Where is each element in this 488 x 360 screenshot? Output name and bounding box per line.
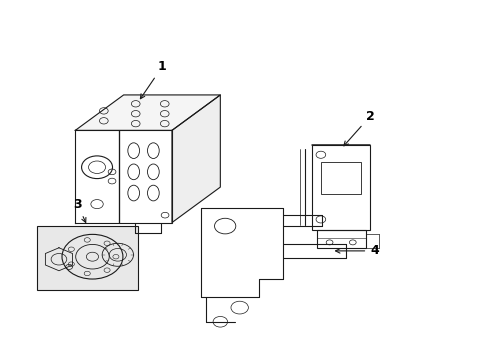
Bar: [316, 230, 365, 248]
Polygon shape: [172, 95, 220, 222]
Text: 3: 3: [73, 198, 86, 222]
Bar: [119, 130, 172, 222]
Bar: [311, 145, 369, 230]
Polygon shape: [75, 95, 220, 130]
Text: 2: 2: [343, 110, 374, 146]
Bar: [320, 162, 361, 194]
Text: 1: 1: [140, 60, 166, 99]
Bar: [37, 226, 138, 290]
Text: 4: 4: [335, 244, 378, 257]
